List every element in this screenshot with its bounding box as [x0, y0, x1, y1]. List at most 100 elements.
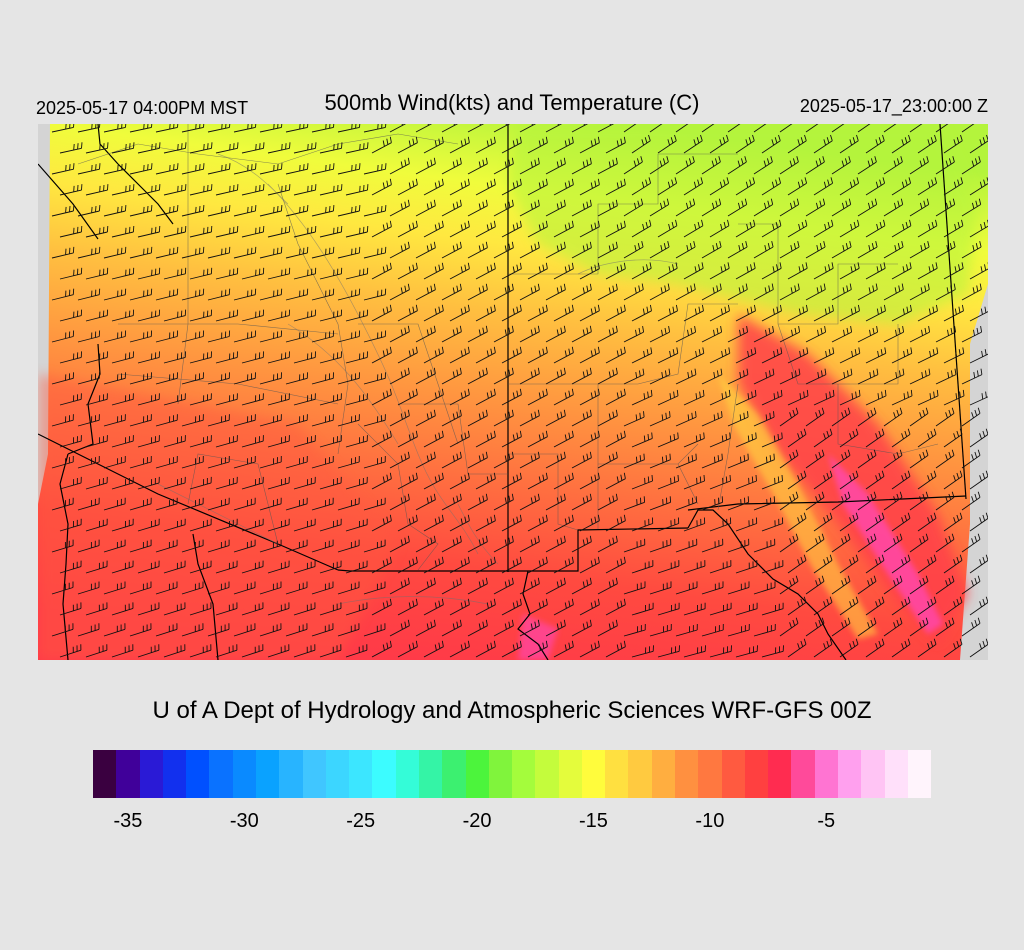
- wind-barb: [657, 474, 679, 490]
- wind-barb: [865, 512, 885, 532]
- wind-barb: [883, 491, 903, 511]
- wind-barb: [649, 538, 672, 553]
- colorbar-swatch: [581, 750, 606, 798]
- colorbar-swatch: [186, 750, 210, 798]
- wind-barb: [85, 644, 108, 658]
- wind-barb: [189, 518, 212, 532]
- wind-barb: [649, 496, 672, 511]
- wind-barb: [267, 393, 290, 406]
- wind-barb: [233, 205, 257, 217]
- wind-barb: [683, 389, 705, 406]
- wind-barb: [701, 623, 724, 637]
- wind-barb: [701, 538, 724, 553]
- wind-barb: [787, 470, 807, 490]
- wind-barb: [735, 347, 757, 364]
- wind-barb: [709, 474, 731, 490]
- wind-barb: [883, 326, 905, 343]
- wind-barb: [441, 619, 462, 637]
- wind-barb: [493, 283, 514, 301]
- wind-barb: [813, 596, 833, 616]
- wind-barb: [527, 262, 548, 280]
- wind-barb: [285, 623, 308, 637]
- wind-barb: [545, 619, 566, 637]
- wind-barb: [943, 428, 963, 448]
- wind-barb: [85, 142, 109, 154]
- wind-barb: [787, 219, 808, 238]
- wind-barb: [241, 267, 265, 280]
- wind-barb: [389, 199, 410, 217]
- wind-barb: [631, 347, 653, 364]
- wind-barb: [51, 623, 74, 637]
- wind-barb: [813, 262, 834, 280]
- wind-barb: [293, 435, 316, 448]
- wind-barb: [389, 124, 407, 133]
- wind-barb: [363, 455, 386, 469]
- wind-barb: [77, 205, 101, 217]
- wind-barb: [111, 393, 134, 406]
- wind-barb: [267, 644, 290, 658]
- wind-barb: [155, 581, 178, 595]
- wind-barb: [501, 598, 522, 616]
- wind-barb: [475, 388, 496, 406]
- colorbar-swatch: [418, 750, 443, 798]
- wind-barb: [233, 330, 257, 343]
- wind-barb: [753, 538, 776, 553]
- wind-barb: [475, 514, 496, 532]
- wind-barb: [839, 389, 861, 406]
- wind-barb: [501, 178, 522, 196]
- wind-barb: [519, 619, 540, 637]
- wind-barb: [163, 560, 186, 574]
- wind-barb: [423, 220, 444, 238]
- wind-barb: [467, 199, 488, 217]
- wind-barb: [259, 539, 282, 553]
- wind-barb: [475, 178, 496, 196]
- wind-barb: [805, 449, 825, 469]
- wind-barb: [475, 304, 496, 322]
- colorbar-swatch: [372, 750, 396, 798]
- wind-barb: [389, 283, 410, 301]
- wind-barb: [805, 368, 827, 385]
- wind-barb: [285, 288, 309, 301]
- wind-barb: [215, 351, 238, 364]
- wind-barb: [337, 539, 360, 553]
- wind-barb: [207, 414, 230, 427]
- wind-barb: [207, 372, 230, 385]
- wind-barb: [371, 178, 392, 196]
- wind-barb: [917, 554, 937, 574]
- wind-barb: [683, 432, 705, 448]
- wind-barb: [605, 556, 626, 574]
- wind-barb: [467, 577, 488, 595]
- wind-barb: [597, 325, 618, 343]
- wind-barb: [77, 414, 100, 427]
- wind-barb: [709, 304, 730, 322]
- wind-barb: [813, 389, 835, 406]
- wind-barb: [935, 617, 955, 637]
- wind-barb: [753, 581, 776, 595]
- wind-barb: [969, 304, 988, 322]
- wind-barb: [787, 428, 807, 448]
- wind-barb: [449, 598, 470, 616]
- wind-barb: [735, 389, 757, 406]
- wind-barb: [683, 645, 706, 658]
- wind-barb: [241, 602, 264, 616]
- wind-barb: [623, 453, 645, 469]
- wind-barb: [51, 163, 75, 175]
- wind-barb: [103, 581, 126, 595]
- wind-barb: [727, 156, 747, 175]
- wind-barb: [571, 325, 592, 343]
- wind-barb: [371, 262, 392, 280]
- wind-barb: [579, 430, 600, 448]
- wind-barb: [571, 451, 592, 469]
- wind-barb: [423, 472, 444, 490]
- wind-barb: [649, 411, 671, 427]
- wind-barb: [623, 198, 644, 217]
- wind-barb: [597, 577, 618, 595]
- wind-barb: [969, 554, 988, 574]
- wind-barb: [189, 142, 213, 154]
- wind-barb: [727, 368, 749, 385]
- wind-barb: [917, 177, 938, 196]
- wind-barb: [917, 219, 938, 238]
- wind-barb: [397, 304, 418, 322]
- wind-barb: [181, 539, 204, 553]
- colorbar-swatch: [721, 750, 745, 798]
